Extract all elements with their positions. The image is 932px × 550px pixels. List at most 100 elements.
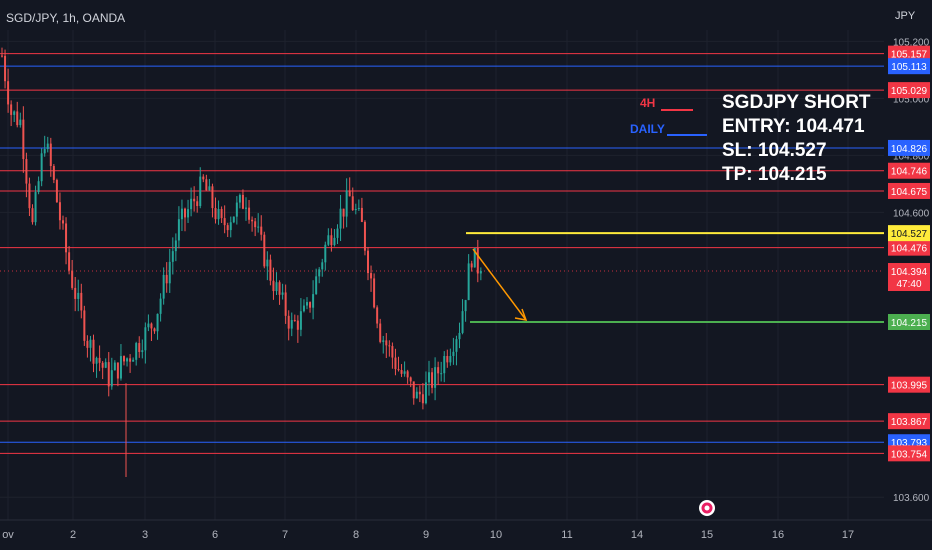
candle-body xyxy=(52,166,55,180)
candle-body xyxy=(251,219,254,222)
time-tick-label: 10 xyxy=(490,529,502,541)
candle-body xyxy=(397,369,400,371)
price-tick-label: 105.000 xyxy=(893,94,930,105)
candle-body xyxy=(382,340,385,342)
price-tag-104.675: 104.675 xyxy=(891,187,928,198)
time-tick-label: 2 xyxy=(70,529,76,541)
candle-body xyxy=(208,186,211,191)
candle-body xyxy=(363,221,366,251)
candle-body xyxy=(296,320,299,330)
candle-body xyxy=(10,104,13,115)
candle-body xyxy=(147,323,150,328)
candle-body xyxy=(235,202,238,217)
candle-body xyxy=(336,228,339,238)
candle-body xyxy=(272,280,275,292)
candle-body xyxy=(150,323,153,329)
candle-body xyxy=(400,370,403,374)
candle-body xyxy=(248,207,251,220)
candle-body xyxy=(449,356,452,363)
target-arrow-head xyxy=(514,308,528,321)
time-tick-label: ov xyxy=(2,529,14,541)
price-tag-104.746-bg xyxy=(888,162,930,179)
candle-body xyxy=(421,394,424,404)
candle-body xyxy=(1,55,3,57)
time-tick-label: 8 xyxy=(353,529,359,541)
candle-body xyxy=(315,276,318,295)
candle-body xyxy=(299,311,302,330)
axis-currency: JPY xyxy=(895,10,916,22)
trade-plan xyxy=(466,232,884,324)
candle-body xyxy=(168,261,171,284)
candle-body xyxy=(257,226,260,228)
candlestick-series xyxy=(1,47,482,477)
candle-body xyxy=(132,359,135,362)
candle-body xyxy=(34,192,37,223)
price-tag-104.826-bg xyxy=(888,139,930,156)
candle-body xyxy=(43,149,46,154)
candle-body xyxy=(238,194,241,203)
price-tag-105.157: 105.157 xyxy=(891,50,928,61)
trade-annotation: SGDJPY SHORT ENTRY: 104.471 SL: 104.527 … xyxy=(722,91,871,187)
candle-body xyxy=(68,252,71,271)
price-axis: JPY 103.600 104.600 104.800 105.000 105.200 10… xyxy=(884,0,932,550)
annotation-title: SGDJPY SHORT xyxy=(722,92,871,113)
candle-body xyxy=(25,159,28,184)
candle-body xyxy=(327,235,330,245)
candle-body xyxy=(7,81,10,105)
candle-body xyxy=(269,259,272,281)
candle-body xyxy=(205,179,208,191)
candle-body xyxy=(162,274,165,299)
candle-body xyxy=(211,186,214,209)
candle-body xyxy=(220,208,223,219)
candle-body xyxy=(412,381,415,399)
candle-body xyxy=(28,183,31,209)
price-tag-104.476: 104.476 xyxy=(891,244,928,255)
current-price-tag-bg xyxy=(888,263,930,292)
candle-body xyxy=(345,190,348,217)
candle-body xyxy=(226,225,229,231)
candle-body xyxy=(153,328,156,332)
candle-body xyxy=(354,208,357,211)
candle-body xyxy=(302,305,305,312)
legend-4h-label: 4H xyxy=(640,96,656,110)
candle-body xyxy=(275,282,278,292)
candle-body xyxy=(37,181,40,193)
price-tag-103.754-bg xyxy=(888,445,930,462)
price-tag-105.113: 105.113 xyxy=(891,62,927,73)
time-tick-label: 17 xyxy=(842,529,854,541)
price-tag-stop-loss-bg xyxy=(888,225,930,242)
candle-body xyxy=(19,119,22,126)
candle-body xyxy=(306,302,308,306)
candle-body xyxy=(431,372,434,388)
target-arrow-shaft xyxy=(472,248,527,321)
candle-body xyxy=(123,356,125,362)
candle-body xyxy=(312,294,315,308)
price-tick-label: 105.200 xyxy=(893,37,930,48)
annotation-entry: ENTRY: 104.471 xyxy=(722,116,865,137)
candle-body xyxy=(156,313,159,332)
candle-body xyxy=(46,143,49,150)
price-tag-105.029-bg xyxy=(888,82,930,99)
candle-body xyxy=(83,310,86,341)
candle-body xyxy=(440,373,443,375)
candle-body xyxy=(333,237,336,246)
candle-body xyxy=(424,382,427,404)
candle-body xyxy=(22,119,25,160)
time-tick-label: 9 xyxy=(423,529,429,541)
candle-body xyxy=(223,218,226,226)
candle-body xyxy=(77,292,80,299)
candle-body xyxy=(385,340,388,346)
price-tick-label: 104.600 xyxy=(893,208,930,219)
symbol-title[interactable]: SGD/JPY, 1h, OANDA xyxy=(6,11,126,25)
candle-body xyxy=(376,307,379,324)
candle-body xyxy=(367,250,369,274)
candle-body xyxy=(101,362,104,368)
candle-body xyxy=(229,222,232,231)
candle-body xyxy=(165,274,168,284)
price-tag-103.793: 103.793 xyxy=(891,438,928,449)
candle-body xyxy=(254,221,257,228)
candle-body xyxy=(40,153,43,182)
current-price-label: 104.394 xyxy=(891,267,928,278)
